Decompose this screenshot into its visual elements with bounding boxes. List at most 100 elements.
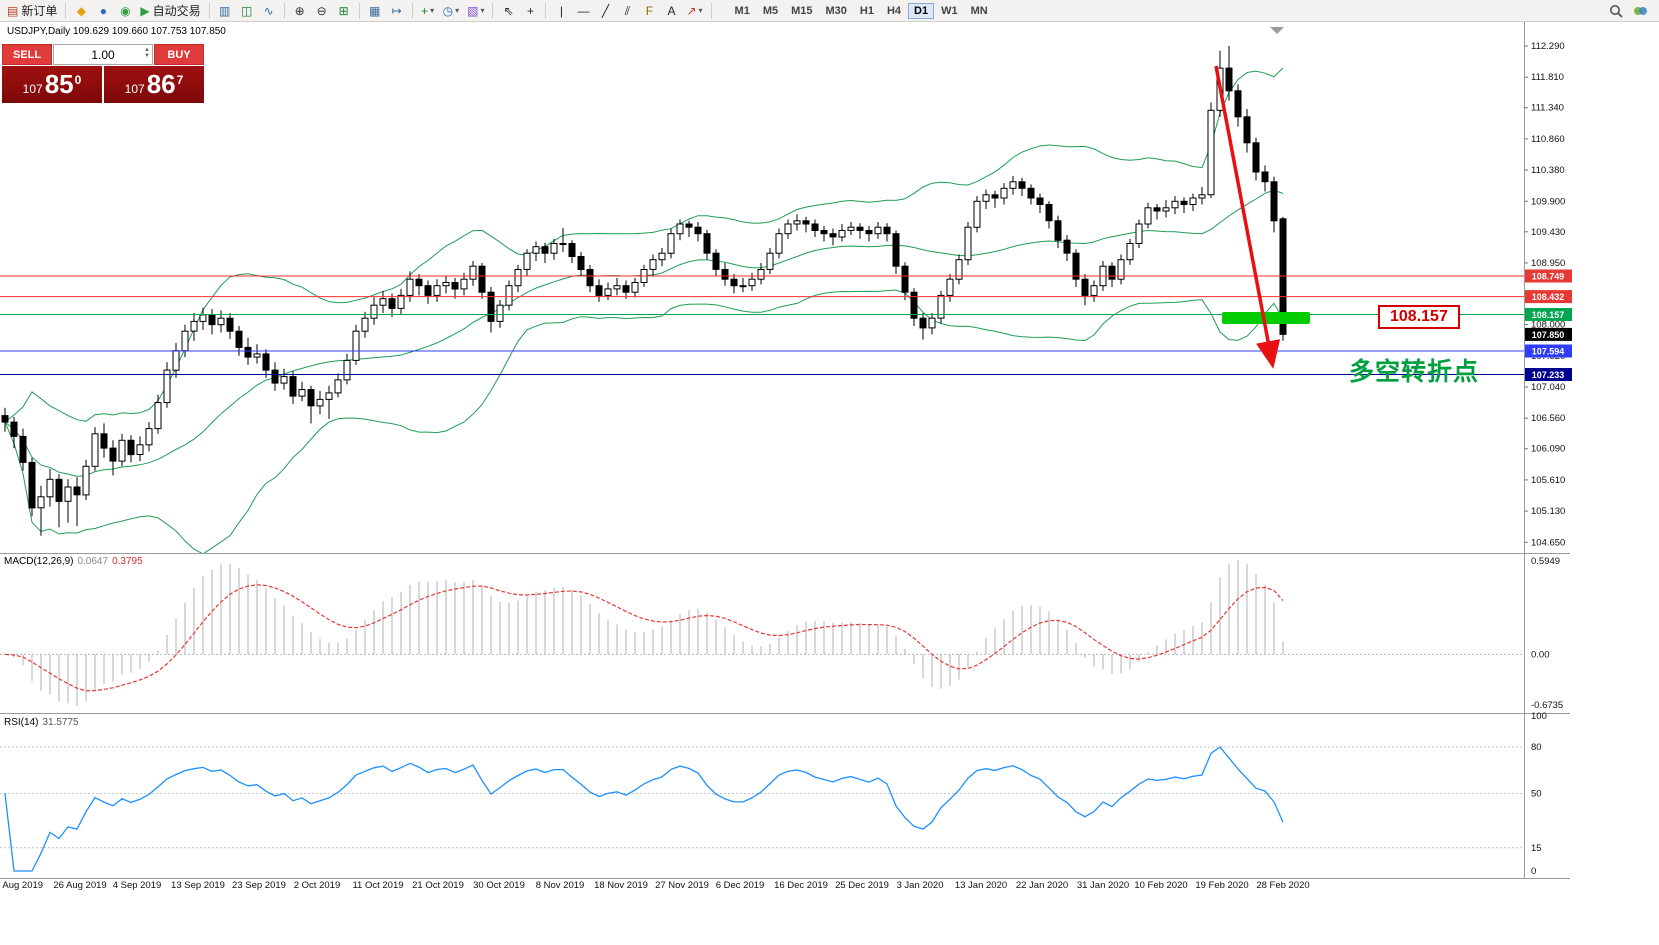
crosshair-button[interactable]: + — [520, 1, 540, 21]
macd-value: 0.0647 — [77, 556, 109, 567]
lot-size-field[interactable]: 1.00 ▲ ▼ — [53, 44, 153, 65]
community-profile-button[interactable] — [1630, 1, 1651, 21]
svg-text:110.380: 110.380 — [1531, 165, 1565, 176]
svg-text:13 Jan 2020: 13 Jan 2020 — [955, 880, 1007, 891]
line-chart-button[interactable]: ∿ — [259, 1, 279, 21]
svg-text:100: 100 — [1531, 711, 1547, 722]
svg-text:6 Aug 2019: 6 Aug 2019 — [0, 880, 43, 891]
toolbar-separator — [65, 2, 67, 19]
annotations — [1214, 27, 1310, 369]
timeframe-mn-button[interactable]: MN — [965, 3, 994, 19]
svg-text:31 Jan 2020: 31 Jan 2020 — [1077, 880, 1129, 891]
svg-text:8 Nov 2019: 8 Nov 2019 — [536, 880, 585, 891]
chart-shift-button[interactable]: ↦ — [387, 1, 407, 21]
timeframe-m1-button[interactable]: M1 — [729, 3, 756, 19]
svg-text:0.5949: 0.5949 — [1531, 556, 1560, 567]
search-button[interactable] — [1606, 1, 1626, 21]
autotrading-button[interactable]: ▶ 自动交易 — [137, 1, 203, 21]
channel-button[interactable]: ⫽ — [617, 1, 637, 21]
toolbar-separator — [545, 2, 547, 19]
profile-icon — [1634, 6, 1647, 15]
support-zone-highlight[interactable] — [1222, 312, 1310, 324]
autotrading-icon: ▶ — [140, 3, 150, 18]
arrows-icon: ↗ — [686, 3, 697, 18]
chevron-down-icon: ▾ — [698, 6, 703, 15]
ask-price-panel[interactable]: 107 86 7 — [104, 66, 204, 103]
community-icon: ● — [99, 3, 107, 18]
community-button[interactable]: ● — [93, 1, 113, 21]
new-order-button[interactable]: ▤ 新订单 — [4, 1, 60, 21]
svg-text:6 Dec 2019: 6 Dec 2019 — [716, 880, 765, 891]
timeframe-w1-button[interactable]: W1 — [935, 3, 964, 19]
chevron-down-icon: ▾ — [455, 6, 460, 15]
lot-value: 1.00 — [91, 47, 115, 62]
auto-scroll-button[interactable]: ▦ — [365, 1, 385, 21]
downtrend-arrow[interactable] — [1214, 65, 1281, 369]
spin-down-icon[interactable]: ▼ — [144, 53, 150, 59]
one-click-trading-panel: SELL 1.00 ▲ ▼ BUY 107 85 0 107 86 7 — [2, 44, 204, 103]
turning-point-annotation[interactable]: 多空转折点 — [1349, 358, 1480, 386]
svg-text:10 Feb 2020: 10 Feb 2020 — [1134, 880, 1187, 891]
svg-text:106.560: 106.560 — [1531, 413, 1565, 424]
timeframe-toolbar: M1 M5 M15 M30 H1 H4 D1 W1 MN — [729, 2, 994, 19]
svg-text:18 Nov 2019: 18 Nov 2019 — [594, 880, 648, 891]
svg-text:11 Oct 2019: 11 Oct 2019 — [352, 880, 403, 891]
macd-indicator-label: MACD(12,26,9) 0.0647 0.3795 — [4, 556, 143, 567]
candlestick-chart-button[interactable]: ◫ — [237, 1, 257, 21]
timeframe-m15-button[interactable]: M15 — [785, 3, 818, 19]
bid-price-panel[interactable]: 107 85 0 — [2, 66, 102, 103]
price-annotation-box[interactable]: 108.157 — [1378, 305, 1460, 329]
tile-windows-button[interactable]: ⊞ — [334, 1, 354, 21]
text-button[interactable]: A — [661, 1, 681, 21]
spin-up-icon[interactable]: ▲ — [144, 47, 150, 53]
rsi-indicator-label: RSI(14) 31.5775 — [4, 717, 79, 728]
svg-text:107.850: 107.850 — [1532, 330, 1565, 340]
sell-button[interactable]: SELL — [2, 44, 52, 65]
svg-text:104.650: 104.650 — [1531, 537, 1565, 548]
help-button[interactable]: ◉ — [115, 1, 135, 21]
search-icon — [1610, 4, 1623, 18]
chevron-down-icon: ▾ — [430, 6, 435, 15]
text-icon: A — [667, 3, 676, 18]
date-axis: 6 Aug 2019 26 Aug 2019 4 Sep 2019 13 Sep 20… — [0, 880, 1310, 891]
templates-button[interactable]: ▧ ▾ — [464, 1, 487, 21]
lot-spinner[interactable]: ▲ ▼ — [144, 47, 150, 59]
chart-shift-marker[interactable] — [1270, 27, 1284, 34]
svg-text:108.157: 108.157 — [1532, 310, 1565, 320]
new-order-icon: ▤ — [7, 3, 19, 18]
bar-chart-button[interactable]: ▥ — [215, 1, 235, 21]
toolbar-separator — [710, 2, 712, 19]
toolbar-separator — [283, 2, 285, 19]
periods-icon: ◷ — [442, 3, 454, 18]
fibonacci-button[interactable]: F — [639, 1, 659, 21]
svg-text:15: 15 — [1531, 843, 1542, 854]
zoom-out-button[interactable]: ⊖ — [312, 1, 332, 21]
indicators-button[interactable]: + ▾ — [418, 1, 438, 21]
arrows-button[interactable]: ↗ ▾ — [683, 1, 705, 21]
svg-text:19 Feb 2020: 19 Feb 2020 — [1195, 880, 1248, 891]
svg-text:3 Jan 2020: 3 Jan 2020 — [896, 880, 943, 891]
timeframe-h4-button[interactable]: H4 — [881, 3, 907, 19]
line-chart-icon: ∿ — [263, 3, 274, 18]
timeframe-h1-button[interactable]: H1 — [854, 3, 880, 19]
rsi-value: 31.5775 — [42, 717, 79, 728]
zoom-in-button[interactable]: ⊕ — [290, 1, 310, 21]
svg-text:21 Oct 2019: 21 Oct 2019 — [412, 880, 464, 891]
chart-shift-icon: ↦ — [391, 3, 402, 18]
toolbar-buttons: ▤ 新订单 ◆ ● ◉ ▶ 自动交易 ▥ ◫ ∿ ⊕ ⊖ ⊞ ▦ ↦ + ▾ ◷ ▾ ▧ ▾ ⇖ + | — ╱ ⫽ F A ↗ ▾ — [4, 1, 715, 21]
periods-button[interactable]: ◷ ▾ — [440, 1, 463, 21]
buy-button[interactable]: BUY — [154, 44, 204, 65]
timeframe-m5-button[interactable]: M5 — [757, 3, 784, 19]
timeframe-d1-button[interactable]: D1 — [908, 2, 935, 19]
svg-text:30 Oct 2019: 30 Oct 2019 — [473, 880, 525, 891]
cursor-button[interactable]: ⇖ — [498, 1, 518, 21]
metaeditor-icon: ◆ — [76, 3, 86, 18]
horizontal-line-button[interactable]: — — [573, 1, 593, 21]
timeframe-m30-button[interactable]: M30 — [820, 3, 853, 19]
chart-ohlc-title: USDJPY,Daily 109.629 109.660 107.753 107… — [7, 26, 226, 37]
trendline-button[interactable]: ╱ — [595, 1, 615, 21]
metaeditor-button[interactable]: ◆ — [71, 1, 91, 21]
svg-text:26 Aug 2019: 26 Aug 2019 — [53, 880, 106, 891]
vertical-line-button[interactable]: | — [551, 1, 571, 21]
